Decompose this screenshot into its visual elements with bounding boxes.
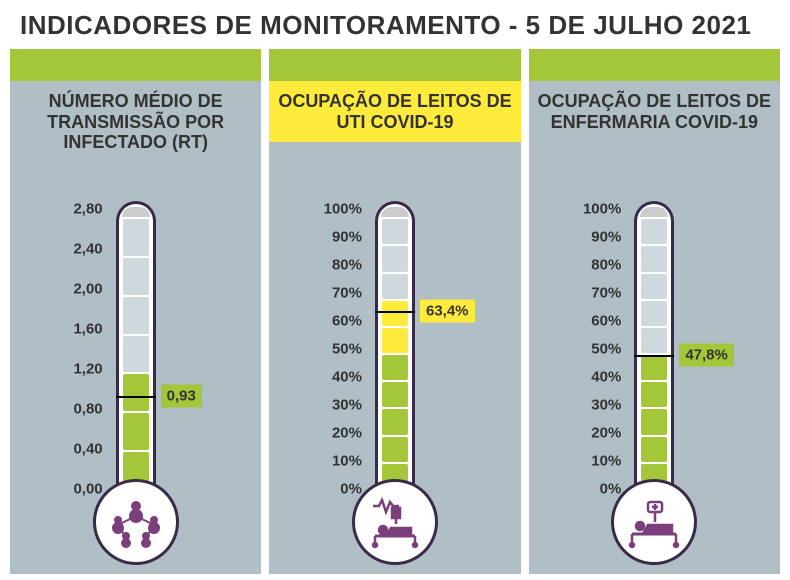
value-marker-line — [634, 355, 674, 357]
thermometer-area: 100% 90% 80% 70% 60% 50% 40% 30% 20% 10% 0% 47,8% — [529, 201, 780, 574]
segment — [641, 355, 667, 380]
tick-label: 100% — [583, 201, 621, 218]
segment — [123, 374, 149, 411]
tick-label: 70% — [332, 285, 362, 302]
tick-label: 10% — [591, 453, 621, 470]
indicator-panel: OCUPAÇÃO DE LEITOS DE UTI COVID-19 100% 90… — [269, 49, 520, 574]
segment — [382, 219, 408, 244]
segment — [641, 274, 667, 299]
tick-label: 60% — [591, 313, 621, 330]
tick-label: 100% — [324, 201, 362, 218]
tick-label: 80% — [591, 257, 621, 274]
tick-label: 2,00 — [73, 281, 102, 298]
thermometer-bulb — [611, 479, 697, 565]
value-flag: 63,4% — [420, 300, 475, 323]
tick-label: 0,40 — [73, 441, 102, 458]
network-icon — [106, 492, 166, 552]
segment — [382, 274, 408, 299]
tick-label: 50% — [332, 341, 362, 358]
value-marker-line — [116, 396, 156, 398]
thermometer-area: 2,80 2,40 2,00 1,60 1,20 0,80 0,40 0,00 0,93 — [10, 201, 261, 574]
thermometer-tube — [375, 201, 415, 491]
bed-icon — [624, 492, 684, 552]
tick-label: 1,60 — [73, 321, 102, 338]
main-title: INDICADORES DE MONITORAMENTO - 5 DE JULH… — [0, 0, 790, 49]
tick-label: 0,80 — [73, 401, 102, 418]
panels: NÚMERO MÉDIO DE TRANSMISSÃO POR INFECTAD… — [0, 49, 790, 574]
thermometer: 2,802,402,001,601,200,800,400,000,93 — [111, 201, 161, 574]
tick-label: 30% — [591, 397, 621, 414]
tick-label: 50% — [591, 341, 621, 358]
icu-icon — [365, 492, 425, 552]
tick-label: 90% — [332, 229, 362, 246]
value-flag: 0,93 — [161, 385, 202, 408]
value-flag: 47,8% — [679, 344, 734, 367]
tick-label: 2,40 — [73, 241, 102, 258]
segment — [641, 301, 667, 326]
segment — [641, 437, 667, 462]
segment — [641, 246, 667, 271]
indicator-panel: OCUPAÇÃO DE LEITOS DE ENFERMARIA COVID-1… — [529, 49, 780, 574]
thermometer: 100%90%80%70%60%50%40%30%20%10%0%47,8% — [629, 201, 679, 574]
indicator-panel: NÚMERO MÉDIO DE TRANSMISSÃO POR INFECTAD… — [10, 49, 261, 574]
tick-label: 40% — [591, 369, 621, 386]
segment — [123, 413, 149, 450]
tick-label: 60% — [332, 313, 362, 330]
tick-label: 0% — [340, 481, 362, 498]
thermometer-tube — [116, 201, 156, 491]
segment — [641, 409, 667, 434]
tick-label: 1,20 — [73, 361, 102, 378]
tick-label: 2,80 — [73, 201, 102, 218]
segment — [382, 246, 408, 271]
value-marker-line — [375, 311, 415, 313]
segment — [382, 382, 408, 407]
thermometer-area: 100% 90% 80% 70% 60% 50% 40% 30% 20% 10% 0% 63,4% — [269, 201, 520, 574]
segment — [641, 328, 667, 353]
panel-title: OCUPAÇÃO DE LEITOS DE ENFERMARIA COVID-1… — [529, 81, 780, 142]
tick-label: 90% — [591, 229, 621, 246]
thermometer-bulb — [352, 479, 438, 565]
segment — [123, 336, 149, 373]
panel-title: NÚMERO MÉDIO DE TRANSMISSÃO POR INFECTAD… — [10, 81, 261, 163]
tick-label: 0,00 — [73, 481, 102, 498]
segment — [641, 219, 667, 244]
thermometer-tube — [634, 201, 674, 491]
segment — [382, 409, 408, 434]
thermometer-bulb — [93, 479, 179, 565]
segment — [382, 437, 408, 462]
tick-label: 10% — [332, 453, 362, 470]
segment — [382, 328, 408, 353]
tick-label: 80% — [332, 257, 362, 274]
tick-label: 70% — [591, 285, 621, 302]
segment — [123, 219, 149, 256]
tick-label: 40% — [332, 369, 362, 386]
segment — [123, 297, 149, 334]
segment — [123, 258, 149, 295]
segment — [382, 355, 408, 380]
tick-label: 30% — [332, 397, 362, 414]
fill-segments — [382, 219, 408, 491]
fill-segments — [123, 219, 149, 491]
thermometer: 100%90%80%70%60%50%40%30%20%10%0%63,4% — [370, 201, 420, 574]
tick-label: 20% — [591, 425, 621, 442]
tick-label: 20% — [332, 425, 362, 442]
segment — [641, 382, 667, 407]
panel-title: OCUPAÇÃO DE LEITOS DE UTI COVID-19 — [269, 81, 520, 142]
tick-label: 0% — [600, 481, 622, 498]
